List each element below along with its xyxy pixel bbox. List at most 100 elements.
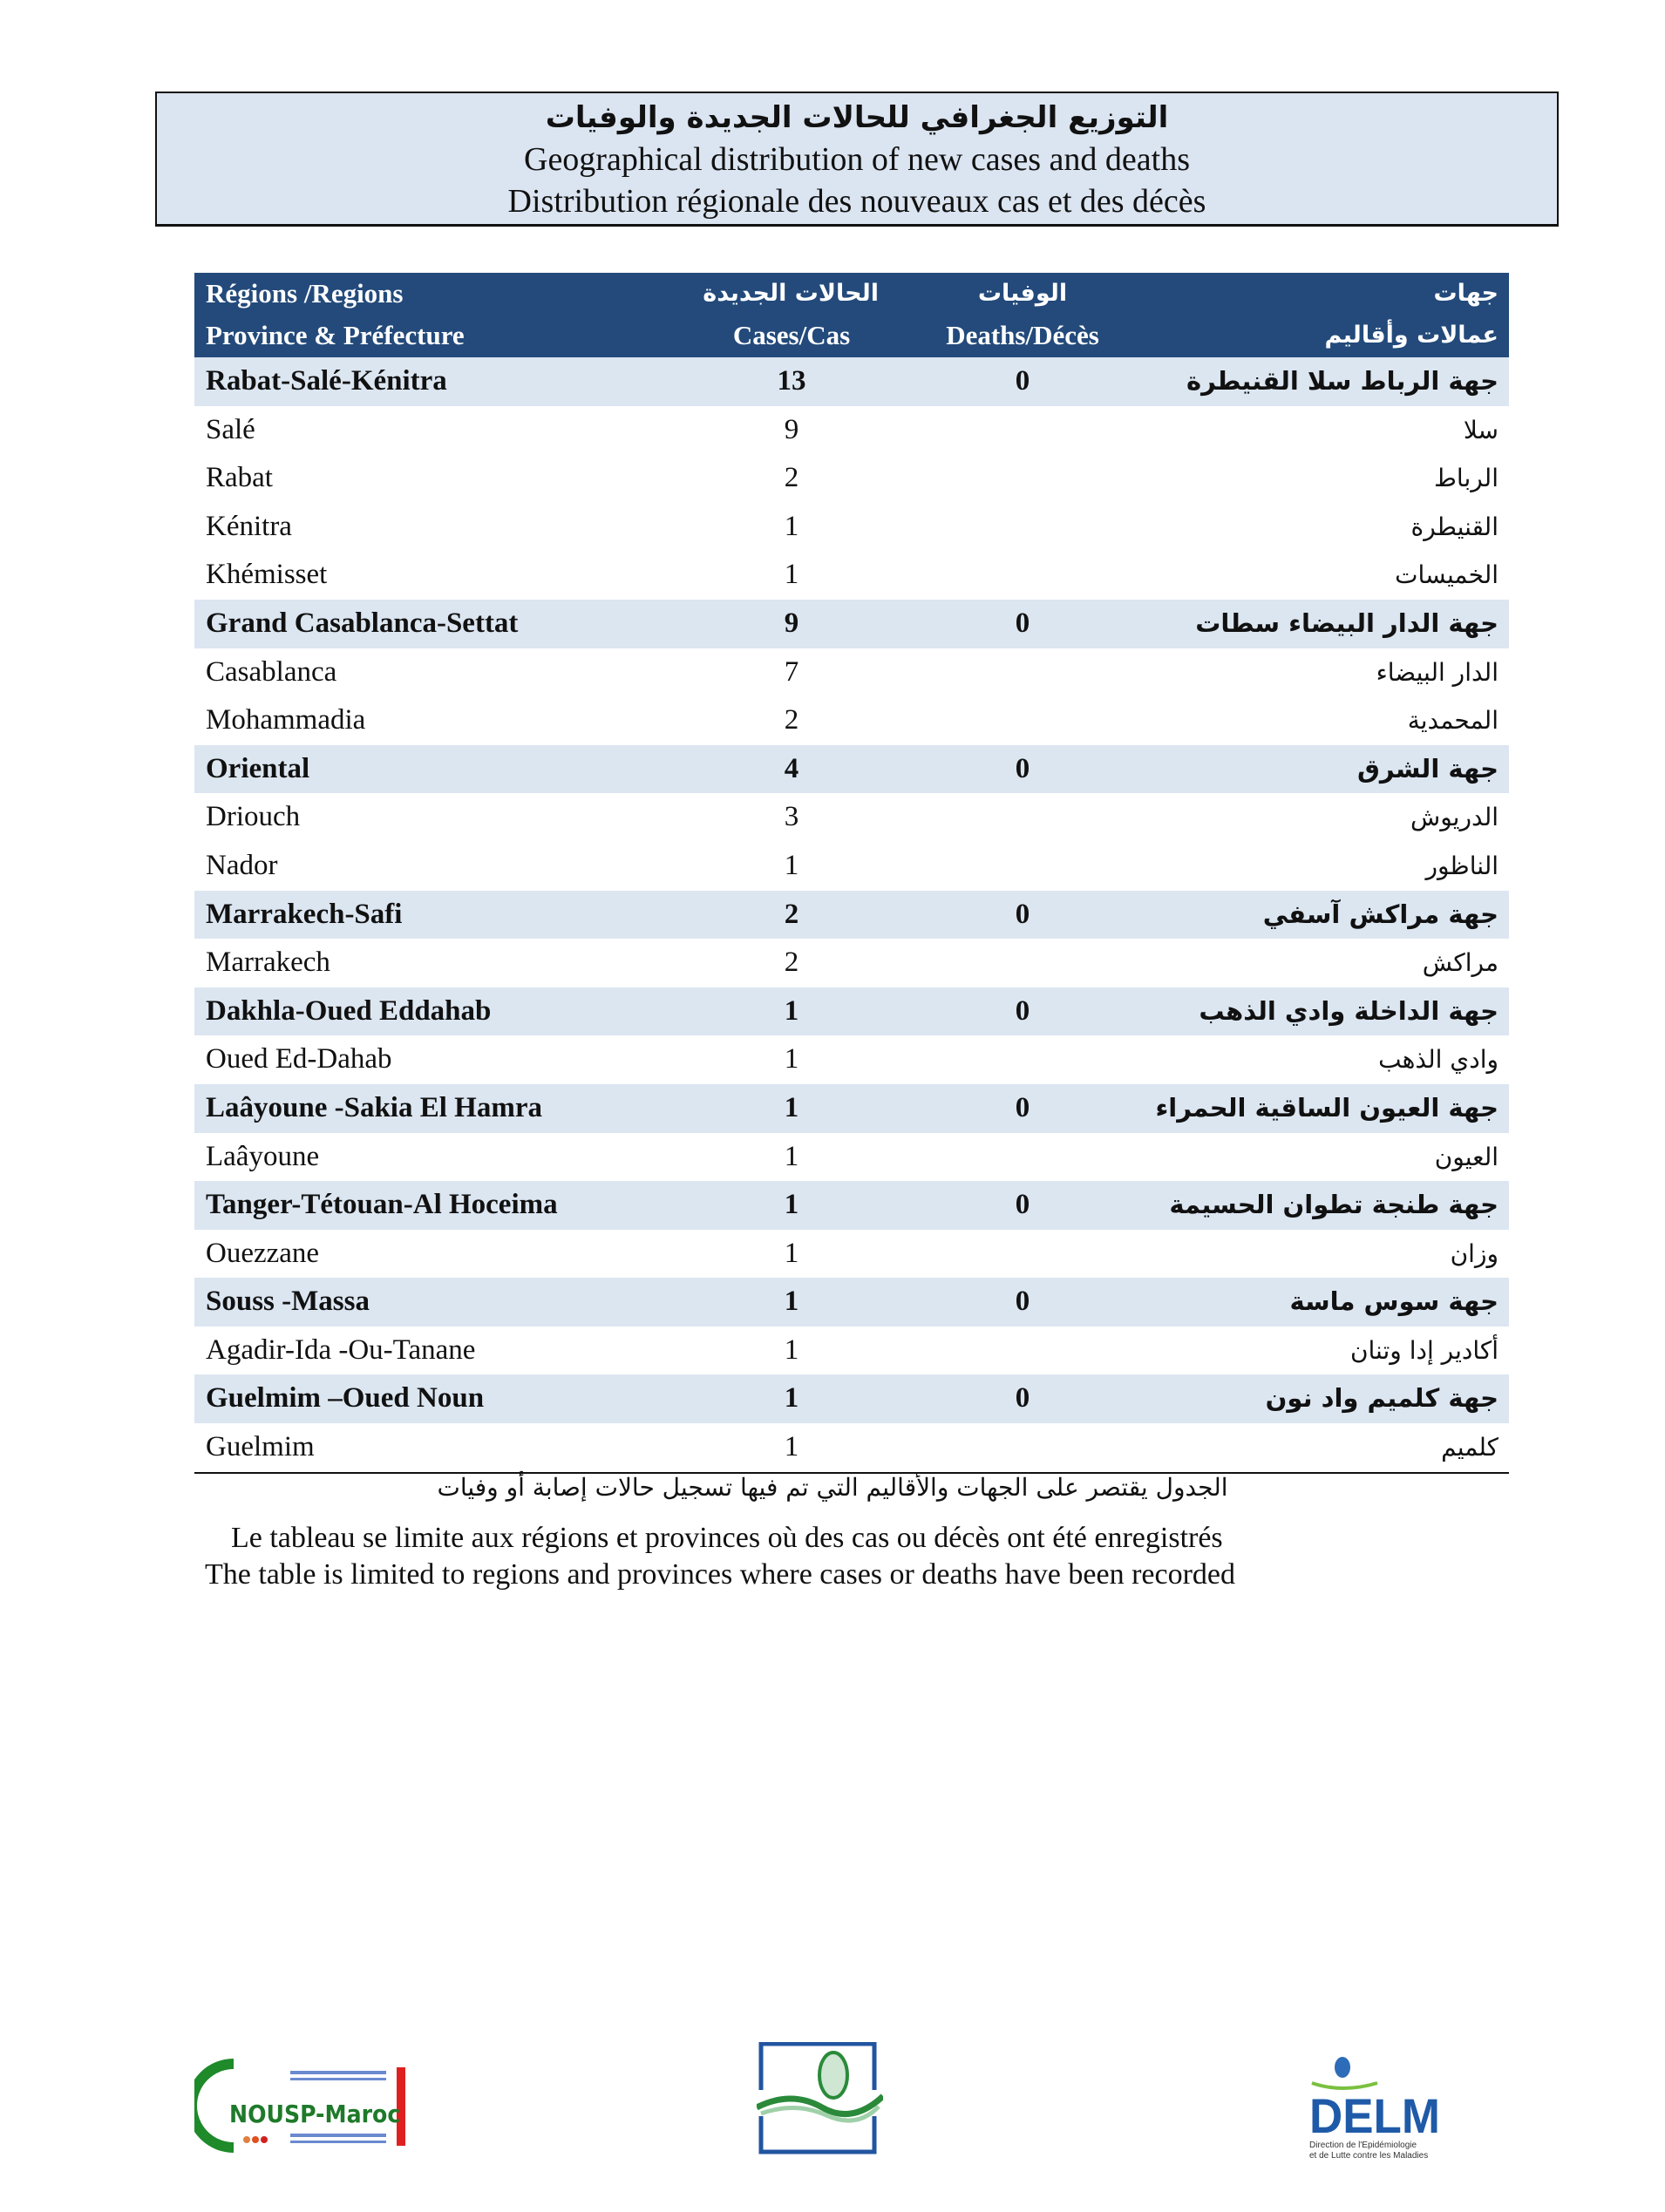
- row-name-arabic: وادي الذهب: [1378, 1045, 1498, 1075]
- header-cases: Cases/Cas: [732, 320, 851, 350]
- province-row: Laâyoune 1 العيون: [194, 1133, 1509, 1182]
- title-arabic: التوزيع الجغرافي للحالات الجديدة والوفيا…: [545, 100, 1169, 135]
- row-deaths: 0: [1015, 365, 1030, 397]
- province-row: Kénitra 1 القنيطرة: [194, 503, 1509, 552]
- region-row: Souss -Massa 1 0 جهة سوس ماسة: [194, 1278, 1509, 1327]
- title-english: Geographical distribution of new cases a…: [524, 141, 1190, 178]
- ministry-health-logo-icon: [755, 2041, 886, 2155]
- row-name-arabic: الناظور: [1425, 851, 1498, 880]
- row-name-arabic: جهة العيون الساقية الحمراء: [1155, 1092, 1498, 1123]
- row-cases: 1: [784, 1237, 799, 1269]
- note-english: The table is limited to regions and prov…: [205, 1558, 1235, 1591]
- row-name-arabic: جهة كلميم واد نون: [1265, 1383, 1498, 1414]
- row-name: Mohammadia: [206, 704, 366, 736]
- row-cases: 1: [784, 849, 799, 881]
- header-name-ar-2: عمالات وأقاليم: [1324, 322, 1498, 349]
- title-french: Distribution régionale des nouveaux cas …: [507, 183, 1206, 220]
- row-name-arabic: كلميم: [1441, 1433, 1498, 1462]
- province-row: Marrakech 2 مراكش: [194, 939, 1509, 987]
- row-name-arabic: الرباط: [1434, 464, 1498, 493]
- row-cases: 1: [784, 1189, 799, 1221]
- row-name: Dakhla-Oued Eddahab: [206, 994, 492, 1027]
- row-deaths: 0: [1015, 1091, 1030, 1123]
- row-name-arabic: جهة سوس ماسة: [1289, 1286, 1499, 1317]
- province-row: Casablanca 7 الدار البيضاء: [194, 648, 1509, 697]
- region-row: Oriental 4 0 جهة الشرق: [194, 744, 1509, 794]
- svg-text:DELM: DELM: [1309, 2088, 1440, 2143]
- row-cases: 1: [784, 510, 799, 542]
- header-name-ar-1: جهات: [1433, 280, 1498, 307]
- region-row: Laâyoune -Sakia El Hamra 1 0 جهة العيون الس…: [194, 1083, 1509, 1133]
- row-name-arabic: جهة الداخلة وادي الذهب: [1199, 995, 1498, 1026]
- row-cases: 2: [784, 704, 799, 736]
- row-cases: 7: [784, 655, 799, 688]
- row-name-arabic: جهة الرباط سلا القنيطرة: [1186, 366, 1498, 396]
- row-name-arabic: وزان: [1450, 1238, 1498, 1268]
- row-name: Tanger-Tétouan-Al Hoceima: [206, 1189, 558, 1221]
- row-cases: 1: [784, 994, 799, 1027]
- header-deaths: Deaths/Décès: [946, 320, 1099, 350]
- nousp-logo-icon: NOUSP-Maroc: [187, 2057, 412, 2153]
- row-cases: 13: [777, 365, 806, 397]
- province-row: Rabat 2 الرباط: [194, 454, 1509, 503]
- row-name-arabic: جهة مراكش آسفي: [1262, 899, 1498, 929]
- region-row: Grand Casablanca-Settat 9 0 جهة الدار البيض…: [194, 599, 1509, 648]
- row-name-arabic: سلا: [1463, 415, 1498, 444]
- table-body: Rabat-Salé-Kénitra 13 0 جهة الرباط سلا القن…: [194, 357, 1509, 1472]
- note-french: Le tableau se limite aux régions et prov…: [231, 1522, 1223, 1554]
- row-name: Souss -Massa: [206, 1286, 370, 1318]
- row-name: Ouezzane: [206, 1237, 320, 1269]
- row-deaths: 0: [1015, 1286, 1030, 1318]
- region-row: Guelmim –Oued Noun 1 0 جهة كلميم واد نون: [194, 1374, 1509, 1424]
- row-name-arabic: العيون: [1434, 1142, 1498, 1171]
- region-row: Marrakech-Safi 2 0 جهة مراكش آسفي: [194, 890, 1509, 940]
- row-cases: 1: [784, 1382, 799, 1415]
- row-name-arabic: جهة الدار البيضاء سطات: [1195, 607, 1498, 638]
- province-row: Agadir-Ida -Ou-Tanane 1 أكادير إدا وتنان: [194, 1327, 1509, 1375]
- row-name: Salé: [206, 413, 255, 445]
- row-name: Grand Casablanca-Settat: [206, 607, 519, 639]
- row-cases: 1: [784, 1431, 799, 1463]
- row-deaths: 0: [1015, 752, 1030, 784]
- province-row: Guelmim 1 كلميم: [194, 1423, 1509, 1472]
- header-province: Province & Préfecture: [206, 320, 465, 350]
- region-row: Tanger-Tétouan-Al Hoceima 1 0 جهة طنجة تطوا…: [194, 1181, 1509, 1230]
- row-name-arabic: جهة طنجة تطوان الحسيمة: [1169, 1190, 1498, 1220]
- row-cases: 2: [784, 462, 799, 494]
- row-name-arabic: الدار البيضاء: [1376, 657, 1498, 687]
- row-cases: 1: [784, 1286, 799, 1318]
- row-name: Oriental: [206, 752, 310, 784]
- row-name: Rabat: [206, 462, 273, 494]
- row-cases: 9: [784, 607, 799, 639]
- row-name-arabic: الخميسات: [1395, 560, 1498, 590]
- province-row: Oued Ed-Dahab 1 وادي الذهب: [194, 1035, 1509, 1084]
- province-row: Driouch 3 الدريوش: [194, 793, 1509, 842]
- row-deaths: 0: [1015, 1189, 1030, 1221]
- row-cases: 1: [784, 1333, 799, 1366]
- header-cases-ar: الحالات الجديدة: [703, 280, 879, 307]
- row-deaths: 0: [1015, 994, 1030, 1027]
- row-name-arabic: أكادير إدا وتنان: [1349, 1335, 1498, 1365]
- row-deaths: 0: [1015, 898, 1030, 930]
- row-name: Guelmim: [206, 1431, 315, 1463]
- region-row: Dakhla-Oued Eddahab 1 0 جهة الداخلة وادي ال…: [194, 987, 1509, 1036]
- svg-text:NOUSP-Maroc: NOUSP-Maroc: [229, 2100, 400, 2128]
- row-name-arabic: الدريوش: [1410, 803, 1498, 832]
- row-deaths: 0: [1015, 1382, 1030, 1415]
- row-name-arabic: القنيطرة: [1410, 512, 1498, 541]
- row-name-arabic: جهة الشرق: [1356, 753, 1498, 784]
- row-name: Agadir-Ida -Ou-Tanane: [206, 1333, 476, 1366]
- note-arabic: الجدول يقتصر على الجهات والأقاليم التي ت…: [437, 1473, 1228, 1502]
- row-name: Marrakech: [206, 947, 330, 979]
- row-cases: 2: [784, 947, 799, 979]
- row-cases: 1: [784, 1140, 799, 1172]
- region-row: Rabat-Salé-Kénitra 13 0 جهة الرباط سلا القن…: [194, 357, 1509, 406]
- svg-text:et de Lutte contre les Maladie: et de Lutte contre les Maladies: [1309, 2151, 1428, 2161]
- row-name: Khémisset: [206, 559, 328, 591]
- delm-logo-icon: DELM Direction de l'Epidémiologie et de …: [1308, 2057, 1447, 2161]
- row-cases: 1: [784, 559, 799, 591]
- table-header: Régions /Regions Province & Préfecture ا…: [194, 273, 1509, 357]
- table-bottom-rule: [194, 1471, 1509, 1474]
- province-row: Khémisset 1 الخميسات: [194, 551, 1509, 600]
- row-name: Rabat-Salé-Kénitra: [206, 365, 447, 397]
